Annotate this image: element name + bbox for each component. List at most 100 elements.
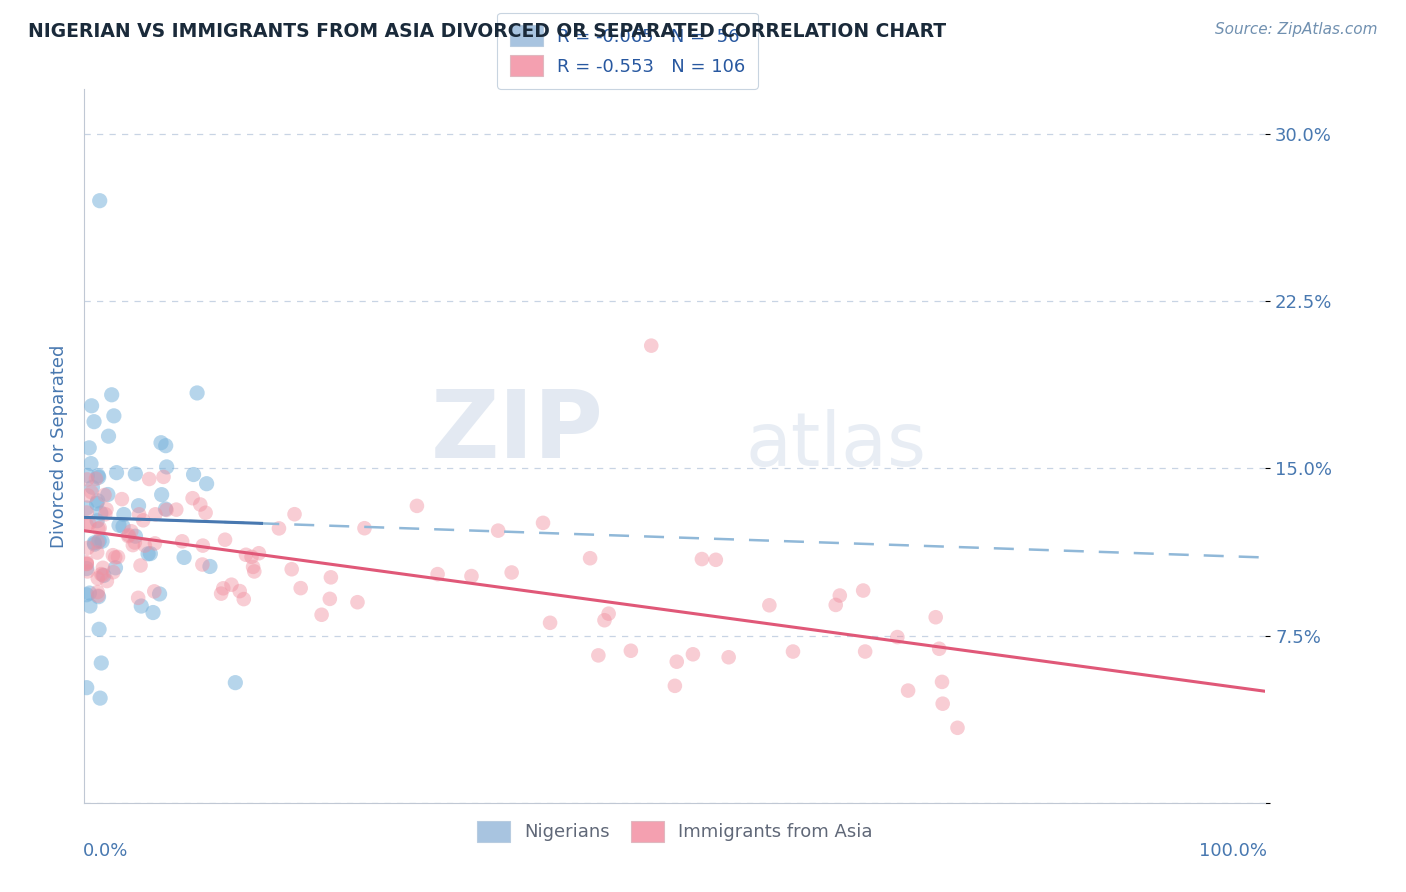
- Point: [136, 547, 159, 561]
- Point: [191, 558, 214, 572]
- Point: [86, 585, 108, 599]
- Point: [103, 409, 125, 423]
- Point: [172, 534, 194, 549]
- Point: [94, 508, 117, 522]
- Point: [87, 470, 110, 484]
- Point: [121, 538, 143, 552]
- Point: [76, 541, 98, 555]
- Point: [828, 589, 851, 603]
- Point: [195, 476, 218, 491]
- Point: [87, 622, 110, 636]
- Point: [111, 492, 134, 507]
- Point: [460, 569, 482, 583]
- Point: [76, 557, 98, 571]
- Point: [89, 691, 111, 706]
- Legend: Nigerians, Immigrants from Asia: Nigerians, Immigrants from Asia: [468, 812, 882, 851]
- Point: [501, 566, 523, 580]
- Point: [86, 535, 108, 549]
- Point: [80, 399, 103, 413]
- Point: [76, 588, 98, 602]
- Point: [155, 439, 177, 453]
- Point: [946, 721, 969, 735]
- Point: [280, 562, 302, 576]
- Point: [124, 529, 146, 543]
- Text: atlas: atlas: [745, 409, 927, 483]
- Point: [139, 547, 162, 561]
- Point: [76, 472, 98, 486]
- Point: [132, 513, 155, 527]
- Point: [145, 508, 167, 522]
- Point: [150, 488, 173, 502]
- Point: [80, 457, 103, 471]
- Text: ZIP: ZIP: [432, 385, 605, 478]
- Point: [229, 584, 252, 599]
- Point: [183, 467, 205, 482]
- Point: [853, 644, 876, 658]
- Point: [758, 599, 780, 613]
- Point: [89, 194, 111, 208]
- Point: [588, 648, 610, 663]
- Point: [79, 599, 101, 613]
- Point: [93, 488, 115, 502]
- Point: [77, 441, 100, 455]
- Point: [91, 534, 114, 549]
- Point: [128, 499, 150, 513]
- Point: [152, 470, 174, 484]
- Point: [426, 567, 449, 582]
- Point: [107, 549, 129, 564]
- Point: [931, 674, 953, 689]
- Point: [87, 589, 110, 603]
- Point: [86, 496, 108, 510]
- Point: [91, 561, 114, 575]
- Point: [112, 519, 135, 533]
- Point: [640, 338, 662, 352]
- Point: [83, 535, 105, 549]
- Point: [134, 539, 156, 553]
- Point: [267, 521, 290, 535]
- Point: [108, 518, 131, 533]
- Point: [156, 459, 179, 474]
- Point: [97, 429, 120, 443]
- Point: [138, 472, 160, 486]
- Point: [620, 644, 643, 658]
- Point: [247, 546, 270, 560]
- Point: [117, 529, 139, 543]
- Point: [105, 466, 128, 480]
- Point: [717, 650, 740, 665]
- Point: [76, 500, 98, 515]
- Point: [155, 502, 177, 516]
- Point: [531, 516, 554, 530]
- Point: [76, 518, 98, 533]
- Text: NIGERIAN VS IMMIGRANTS FROM ASIA DIVORCED OR SEPARATED CORRELATION CHART: NIGERIAN VS IMMIGRANTS FROM ASIA DIVORCE…: [28, 22, 946, 41]
- Point: [97, 487, 120, 501]
- Point: [100, 388, 122, 402]
- Point: [665, 655, 688, 669]
- Point: [486, 524, 509, 538]
- Point: [928, 641, 950, 656]
- Point: [104, 550, 127, 565]
- Point: [143, 536, 166, 550]
- Point: [89, 533, 111, 548]
- Point: [209, 587, 232, 601]
- Point: [87, 590, 110, 604]
- Point: [128, 508, 150, 522]
- Point: [124, 467, 146, 481]
- Point: [852, 583, 875, 598]
- Point: [240, 549, 263, 564]
- Point: [311, 607, 333, 622]
- Text: 0.0%: 0.0%: [83, 842, 128, 860]
- Point: [86, 545, 108, 559]
- Point: [406, 499, 429, 513]
- Point: [598, 607, 620, 621]
- Point: [824, 598, 846, 612]
- Point: [103, 565, 125, 579]
- Point: [76, 557, 98, 571]
- Point: [129, 599, 152, 613]
- Point: [191, 539, 214, 553]
- Point: [319, 570, 342, 584]
- Point: [897, 683, 920, 698]
- Point: [87, 468, 110, 483]
- Point: [112, 508, 135, 522]
- Point: [173, 550, 195, 565]
- Point: [925, 610, 948, 624]
